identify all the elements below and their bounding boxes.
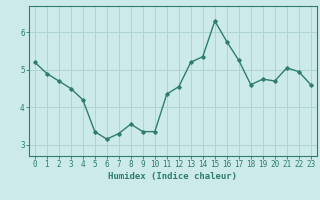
X-axis label: Humidex (Indice chaleur): Humidex (Indice chaleur): [108, 172, 237, 181]
